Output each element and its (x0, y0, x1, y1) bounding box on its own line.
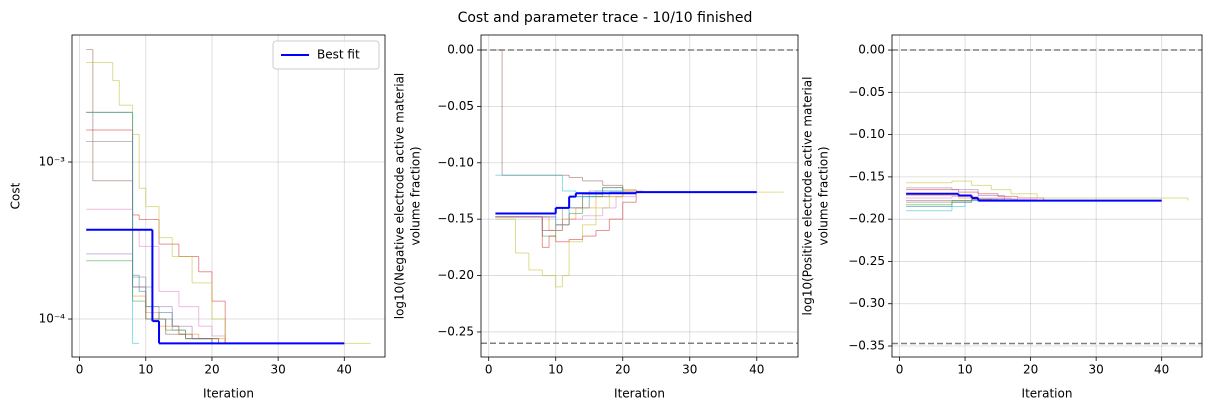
x-tick-label: 40 (749, 363, 764, 377)
y-tick-label: 10⁻⁴ (39, 312, 66, 326)
series (906, 180, 1189, 201)
axes-frame (71, 34, 386, 358)
series (906, 192, 1162, 202)
x-tick-label: 10 (957, 363, 972, 377)
y-tick-label: −0.05 (437, 99, 474, 113)
x-tick-label: 20 (204, 363, 219, 377)
series (495, 49, 637, 193)
series (495, 192, 637, 231)
series (495, 187, 624, 231)
series (495, 187, 624, 237)
y-tick-label: −0.05 (848, 85, 885, 99)
x-tick-label: 30 (1089, 363, 1104, 377)
series (86, 111, 213, 344)
series (86, 62, 371, 344)
series (86, 111, 226, 344)
y-tick-label: −0.15 (848, 169, 885, 183)
y-axis-label: Cost (9, 182, 23, 209)
x-tick-label: 0 (896, 363, 904, 377)
x-tick-label: 0 (485, 363, 493, 377)
y-tick-label: 0.00 (447, 43, 474, 57)
axes-frame (891, 34, 1203, 358)
y-axis-label: log10(Positive electrode active material (801, 77, 815, 316)
y-tick-label: −0.30 (848, 296, 885, 310)
x-tick-label: 20 (1023, 363, 1038, 377)
x-tick-label: 20 (615, 363, 630, 377)
x-tick-label: 10 (138, 363, 153, 377)
y-tick-label: −0.35 (848, 339, 885, 353)
axes-frame (480, 34, 799, 358)
y-axis-label: volume fraction) (409, 146, 423, 245)
series (495, 191, 784, 288)
series (495, 192, 637, 248)
y-tick-label: −0.10 (848, 127, 885, 141)
y-tick-label: −0.20 (437, 268, 474, 282)
series (86, 141, 213, 344)
series (906, 189, 1045, 201)
series (86, 228, 345, 345)
figure-title: Cost and parameter trace - 10/10 finishe… (458, 10, 753, 26)
series (906, 187, 1005, 201)
legend-box (272, 40, 380, 70)
y-tick-label: 10⁻³ (39, 155, 66, 169)
series (495, 191, 757, 215)
x-axis-label: Iteration (203, 387, 254, 401)
x-tick-label: 30 (682, 363, 697, 377)
y-tick-label: −0.15 (437, 212, 474, 226)
y-tick-label: −0.25 (848, 254, 885, 268)
series (906, 200, 966, 212)
y-axis-label: volume fraction) (817, 146, 831, 245)
x-tick-label: 40 (1154, 363, 1169, 377)
x-tick-label: 0 (76, 363, 84, 377)
y-tick-label: −0.25 (437, 324, 474, 338)
x-axis-label: Iteration (614, 387, 665, 401)
x-axis-label: Iteration (1022, 387, 1073, 401)
x-tick-label: 30 (270, 363, 285, 377)
legend-label: Best fit (317, 48, 360, 62)
x-tick-label: 10 (548, 363, 563, 377)
y-tick-label: −0.10 (437, 155, 474, 169)
x-tick-label: 40 (337, 363, 352, 377)
series (86, 111, 140, 344)
y-tick-label: 0.00 (858, 43, 885, 57)
series (86, 253, 213, 344)
y-tick-label: −0.20 (848, 212, 885, 226)
y-axis-label: log10(Negative electrode active material (393, 73, 407, 320)
